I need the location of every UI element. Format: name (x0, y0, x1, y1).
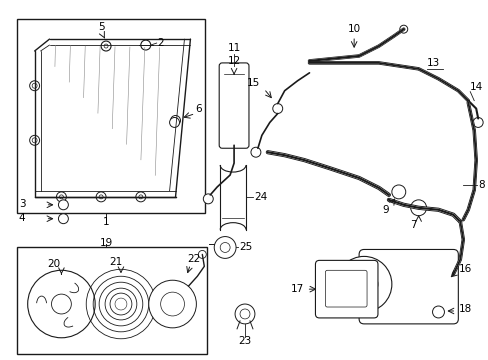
Circle shape (399, 25, 407, 33)
Circle shape (472, 117, 482, 127)
Text: 4: 4 (19, 213, 25, 223)
Text: 21: 21 (109, 257, 122, 267)
Text: 14: 14 (469, 82, 483, 92)
Text: 13: 13 (426, 58, 439, 68)
Text: 22: 22 (187, 255, 200, 264)
Bar (17, 19, 205, 213)
Circle shape (235, 304, 254, 324)
Circle shape (60, 195, 63, 199)
Circle shape (32, 83, 37, 88)
Circle shape (203, 194, 213, 204)
Circle shape (136, 192, 145, 202)
Circle shape (148, 280, 196, 328)
FancyBboxPatch shape (358, 249, 457, 324)
Circle shape (139, 195, 142, 199)
Text: 23: 23 (238, 336, 251, 346)
Circle shape (170, 116, 180, 125)
Text: 18: 18 (457, 304, 470, 314)
Circle shape (349, 270, 377, 298)
Text: 10: 10 (347, 24, 360, 34)
FancyBboxPatch shape (315, 260, 377, 318)
Circle shape (141, 40, 150, 50)
Circle shape (198, 251, 206, 258)
Text: 3: 3 (19, 199, 25, 209)
Circle shape (32, 138, 37, 143)
Text: 12: 12 (227, 56, 240, 66)
Circle shape (101, 41, 111, 51)
Circle shape (59, 214, 68, 224)
Text: 19: 19 (99, 238, 112, 248)
Circle shape (272, 104, 282, 113)
FancyBboxPatch shape (219, 63, 248, 148)
Text: 16: 16 (457, 264, 470, 274)
Circle shape (391, 185, 405, 199)
Circle shape (220, 243, 230, 252)
Text: 6: 6 (195, 104, 202, 113)
Circle shape (240, 309, 249, 319)
Text: 5: 5 (98, 22, 104, 32)
Circle shape (30, 135, 40, 145)
Circle shape (51, 294, 71, 314)
Circle shape (169, 117, 179, 127)
FancyBboxPatch shape (325, 270, 366, 307)
Text: 7: 7 (409, 220, 416, 230)
Text: 25: 25 (239, 243, 252, 252)
Circle shape (410, 200, 426, 216)
Bar (17, 247, 207, 354)
Text: 9: 9 (382, 205, 388, 215)
Circle shape (250, 147, 260, 157)
Circle shape (104, 44, 108, 48)
Circle shape (432, 306, 444, 318)
Text: 8: 8 (477, 180, 484, 190)
Circle shape (161, 292, 184, 316)
Circle shape (99, 195, 103, 199)
Text: 20: 20 (47, 259, 60, 269)
Text: 24: 24 (253, 192, 266, 202)
Text: 17: 17 (291, 284, 304, 294)
Circle shape (96, 192, 106, 202)
Text: 11: 11 (227, 43, 240, 53)
Circle shape (56, 192, 66, 202)
Circle shape (28, 270, 95, 338)
Circle shape (59, 200, 68, 210)
Text: 15: 15 (246, 78, 259, 88)
Text: 1: 1 (102, 217, 109, 227)
Circle shape (30, 81, 40, 91)
Circle shape (358, 279, 368, 289)
Circle shape (336, 256, 391, 312)
Text: 2: 2 (157, 38, 164, 48)
Circle shape (214, 237, 236, 258)
